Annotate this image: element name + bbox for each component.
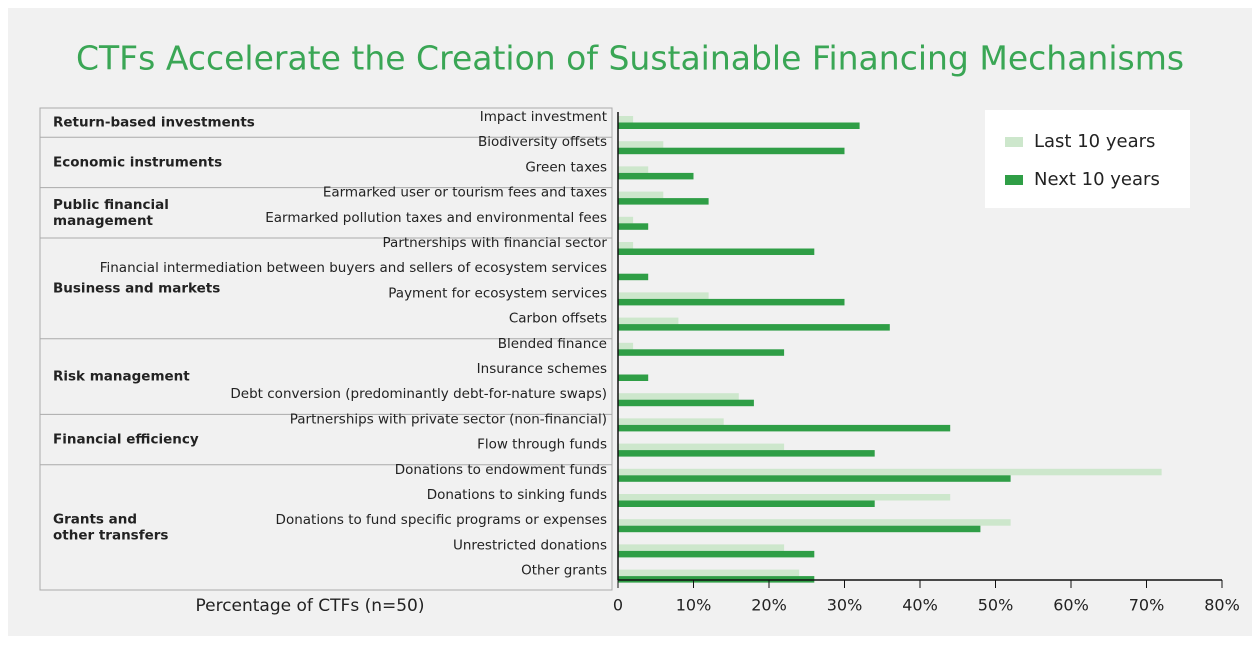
x-axis-label: Percentage of CTFs (n=50) [195, 596, 424, 616]
bar [618, 273, 649, 281]
category-label: Green taxes [525, 159, 607, 175]
bar [618, 349, 785, 356]
category-label: Partnerships with private sector (non-fi… [290, 411, 607, 427]
category-label: Earmarked pollution taxes and environmen… [265, 210, 607, 226]
legend-label: Next 10 years [1034, 169, 1160, 190]
bar [618, 248, 815, 255]
bar [618, 544, 785, 551]
bar [618, 166, 649, 173]
x-tick-label: 80% [1204, 596, 1240, 615]
group-label: Return-based investments [53, 115, 255, 131]
group-label: other transfers [53, 527, 168, 543]
group-label: Economic instruments [53, 154, 222, 170]
category-label: Insurance schemes [477, 361, 607, 377]
bar [618, 494, 951, 501]
category-label: Other grants [521, 563, 607, 579]
category-label: Donations to endowment funds [395, 462, 607, 478]
category-label: Debt conversion (predominantly debt-for-… [230, 386, 607, 402]
bar [618, 468, 1162, 476]
bar [618, 418, 724, 425]
category-label: Earmarked user or tourism fees and taxes [323, 185, 607, 201]
bar [618, 141, 664, 148]
bar [618, 122, 860, 129]
group-label: Financial efficiency [53, 432, 199, 448]
bar [618, 198, 709, 205]
category-label: Impact investment [480, 109, 607, 125]
x-tick-label: 60% [1053, 596, 1089, 615]
x-tick-label: 30% [827, 596, 863, 615]
x-tick-label: 70% [1129, 596, 1165, 615]
category-label: Donations to sinking funds [427, 487, 607, 503]
group-label: Risk management [53, 369, 190, 385]
category-label: Partnerships with financial sector [383, 235, 608, 251]
bar [618, 519, 1011, 526]
bar [618, 550, 815, 558]
x-tick-label: 0 [613, 596, 623, 615]
bar [618, 443, 785, 451]
legend-swatch [1005, 137, 1023, 147]
category-label: Carbon offsets [509, 311, 607, 327]
category-label: Unrestricted donations [453, 537, 607, 553]
bar [618, 317, 679, 325]
bar [618, 399, 754, 407]
category-label: Donations to fund specific programs or e… [276, 512, 607, 528]
group-label: Business and markets [53, 280, 220, 296]
bar [618, 298, 845, 306]
bar [618, 450, 875, 457]
bar [618, 393, 739, 400]
bar [618, 475, 1011, 482]
bar [618, 424, 951, 432]
group-label: Grants and [53, 511, 137, 527]
bar [618, 116, 634, 123]
legend-box [985, 110, 1190, 208]
chart-title: CTFs Accelerate the Creation of Sustaina… [76, 39, 1184, 78]
category-label: Flow through funds [477, 437, 607, 453]
category-label: Payment for ecosystem services [388, 285, 607, 301]
group-table [39, 107, 613, 591]
legend-swatch [1005, 175, 1023, 185]
bar [618, 525, 981, 533]
bar [618, 242, 634, 249]
bar [618, 500, 875, 507]
group-label: Public financial [53, 197, 169, 213]
bar [618, 569, 800, 577]
bar [618, 342, 634, 350]
x-tick-label: 20% [751, 596, 787, 615]
category-label: Blended finance [498, 336, 607, 352]
bar [618, 216, 634, 224]
bar [618, 191, 664, 199]
x-tick-label: 50% [978, 596, 1014, 615]
bar [618, 223, 649, 230]
x-tick-label: 40% [902, 596, 938, 615]
bar [618, 292, 709, 299]
bar [618, 324, 890, 331]
bar [618, 147, 845, 155]
category-label: Biodiversity offsets [478, 134, 607, 150]
category-label: Financial intermediation between buyers … [100, 260, 607, 276]
x-tick-label: 10% [676, 596, 712, 615]
bar [618, 374, 649, 381]
legend-label: Last 10 years [1034, 131, 1155, 152]
bar [618, 172, 694, 180]
group-label: management [53, 213, 154, 229]
